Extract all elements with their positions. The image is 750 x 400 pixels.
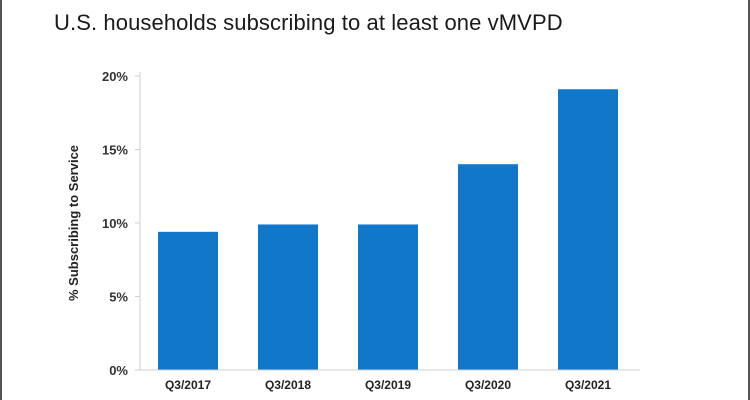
y-tick-label: 0% xyxy=(109,363,128,378)
chart-title: U.S. households subscribing to at least … xyxy=(54,10,563,35)
bar-q3-2020 xyxy=(458,164,518,370)
y-axis-label-group: % Subscribing to Service xyxy=(66,145,81,301)
x-category-label: Q3/2017 xyxy=(165,378,211,392)
bars xyxy=(158,89,618,370)
bar-q3-2019 xyxy=(358,224,418,370)
x-category-label: Q3/2019 xyxy=(365,378,411,392)
y-tick-label: 20% xyxy=(102,69,128,84)
x-category-label: Q3/2021 xyxy=(565,378,611,392)
x-category-label: Q3/2020 xyxy=(465,378,511,392)
bar-q3-2018 xyxy=(258,224,318,370)
bar-q3-2021 xyxy=(558,89,618,370)
y-tick-label: 15% xyxy=(102,143,128,158)
y-tick-label: 10% xyxy=(102,216,128,231)
y-tick-label: 5% xyxy=(109,290,128,305)
bar-q3-2017 xyxy=(158,231,218,370)
y-ticks: 0% 5% 10% 15% 20% xyxy=(102,69,140,378)
x-category-label: Q3/2018 xyxy=(265,378,311,392)
y-axis-label: % Subscribing to Service xyxy=(66,145,81,301)
x-category-labels: Q3/2017 Q3/2018 Q3/2019 Q3/2020 Q3/2021 xyxy=(165,378,611,392)
